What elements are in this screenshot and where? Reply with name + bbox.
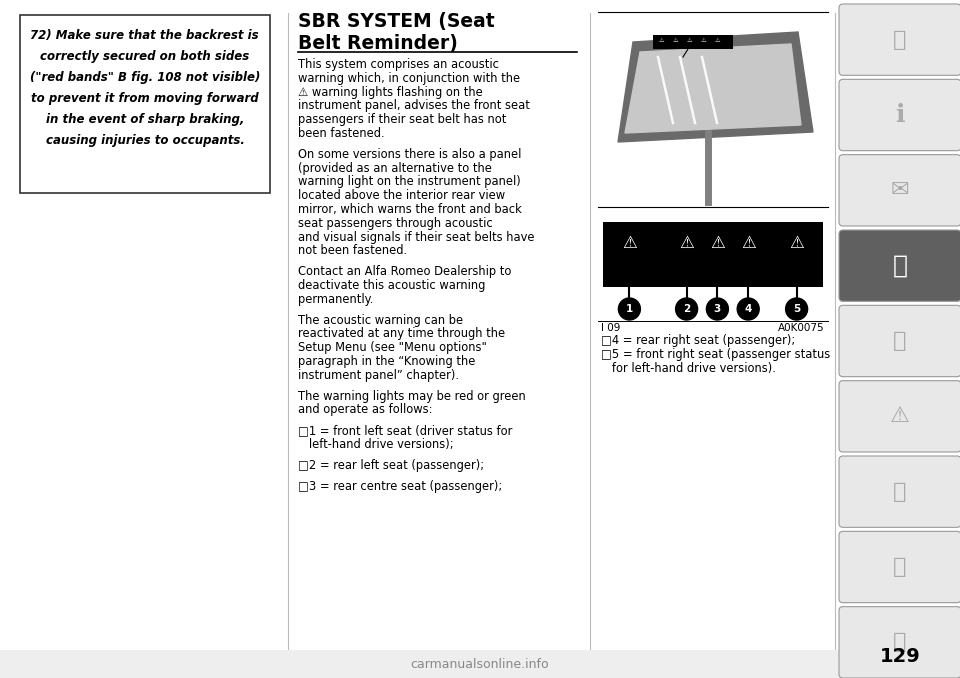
Text: ⚠: ⚠	[741, 234, 756, 252]
Text: 🔍: 🔍	[894, 30, 906, 49]
Text: instrument panel, advises the front seat: instrument panel, advises the front seat	[298, 100, 530, 113]
Circle shape	[618, 298, 640, 320]
Text: ⚠: ⚠	[710, 234, 725, 252]
Text: 🧍: 🧍	[893, 254, 907, 278]
Text: 4: 4	[745, 304, 752, 314]
Text: reactivated at any time through the: reactivated at any time through the	[298, 327, 505, 340]
FancyBboxPatch shape	[839, 230, 960, 301]
Text: ⚠: ⚠	[700, 38, 706, 43]
FancyBboxPatch shape	[839, 79, 960, 151]
Text: SBR SYSTEM (Seat: SBR SYSTEM (Seat	[298, 12, 494, 31]
Bar	[0, 650, 960, 678]
FancyBboxPatch shape	[839, 4, 960, 75]
Text: The acoustic warning can be: The acoustic warning can be	[298, 314, 463, 327]
Polygon shape	[618, 32, 813, 142]
Text: ⚠: ⚠	[714, 38, 720, 43]
Text: instrument panel” chapter).: instrument panel” chapter).	[298, 369, 459, 382]
Text: □2 = rear left seat (passenger);: □2 = rear left seat (passenger);	[298, 459, 484, 472]
Text: ⚠: ⚠	[659, 38, 663, 43]
Text: 3: 3	[714, 304, 721, 314]
Text: This system comprises an acoustic: This system comprises an acoustic	[298, 58, 499, 71]
Text: (provided as an alternative to the: (provided as an alternative to the	[298, 161, 492, 175]
Circle shape	[707, 298, 729, 320]
Text: left-hand drive versions);: left-hand drive versions);	[298, 438, 454, 451]
Text: Belt Reminder): Belt Reminder)	[298, 34, 458, 53]
Text: 129: 129	[879, 647, 921, 666]
Text: ⚠: ⚠	[686, 38, 692, 43]
Circle shape	[737, 298, 759, 320]
Text: Contact an Alfa Romeo Dealership to: Contact an Alfa Romeo Dealership to	[298, 265, 512, 278]
Text: 2: 2	[683, 304, 690, 314]
Text: located above the interior rear view: located above the interior rear view	[298, 189, 505, 202]
Text: 1: 1	[626, 304, 633, 314]
Text: correctly secured on both sides: correctly secured on both sides	[40, 50, 250, 63]
Text: □3 = rear centre seat (passenger);: □3 = rear centre seat (passenger);	[298, 479, 502, 493]
Text: ✉: ✉	[891, 180, 909, 200]
Text: 5: 5	[793, 304, 801, 314]
Text: l 09: l 09	[601, 323, 620, 333]
Text: ⚠: ⚠	[672, 38, 678, 43]
Circle shape	[676, 298, 698, 320]
Text: to prevent it from moving forward: to prevent it from moving forward	[31, 92, 259, 105]
Bar	[20, 15, 270, 193]
Text: and operate as follows:: and operate as follows:	[298, 403, 433, 416]
Text: seat passengers through acoustic: seat passengers through acoustic	[298, 217, 492, 230]
Text: carmanualsonline.info: carmanualsonline.info	[411, 658, 549, 671]
Text: 🔧: 🔧	[894, 331, 906, 351]
Text: passengers if their seat belt has not: passengers if their seat belt has not	[298, 113, 506, 126]
Text: The warning lights may be red or green: The warning lights may be red or green	[298, 390, 526, 403]
Bar	[653, 35, 733, 49]
Text: Setup Menu (see "Menu options": Setup Menu (see "Menu options"	[298, 341, 487, 354]
Text: □1 = front left seat (driver status for: □1 = front left seat (driver status for	[298, 424, 513, 437]
FancyBboxPatch shape	[839, 456, 960, 527]
Text: 🗺: 🗺	[894, 633, 906, 652]
Polygon shape	[625, 44, 801, 133]
Text: not been fastened.: not been fastened.	[298, 244, 407, 258]
Text: ⚠: ⚠	[789, 234, 804, 252]
Text: ⚠: ⚠	[890, 406, 910, 426]
FancyBboxPatch shape	[839, 607, 960, 678]
Text: warning which, in conjunction with the: warning which, in conjunction with the	[298, 72, 520, 85]
Text: been fastened.: been fastened.	[298, 127, 385, 140]
Text: and visual signals if their seat belts have: and visual signals if their seat belts h…	[298, 231, 535, 243]
Text: ("red bands" B fig. 108 not visible): ("red bands" B fig. 108 not visible)	[30, 71, 260, 84]
Text: deactivate this acoustic warning: deactivate this acoustic warning	[298, 279, 486, 292]
Circle shape	[785, 298, 807, 320]
Text: 📋: 📋	[894, 557, 906, 577]
FancyBboxPatch shape	[839, 380, 960, 452]
Text: 72) Make sure that the backrest is: 72) Make sure that the backrest is	[30, 29, 258, 42]
Text: 🔩: 🔩	[894, 481, 906, 502]
Text: □5 = front right seat (passenger status: □5 = front right seat (passenger status	[601, 348, 830, 361]
FancyBboxPatch shape	[839, 155, 960, 226]
Text: ⚠: ⚠	[622, 234, 636, 252]
Text: for left-hand drive versions).: for left-hand drive versions).	[601, 362, 776, 375]
Text: □4 = rear right seat (passenger);: □4 = rear right seat (passenger);	[601, 334, 795, 347]
Bar	[603, 222, 823, 287]
Text: paragraph in the “Knowing the: paragraph in the “Knowing the	[298, 355, 475, 368]
Text: in the event of sharp braking,: in the event of sharp braking,	[46, 113, 244, 126]
FancyBboxPatch shape	[839, 532, 960, 603]
Text: causing injuries to occupants.: causing injuries to occupants.	[45, 134, 245, 147]
Text: A0K0075: A0K0075	[779, 323, 825, 333]
Text: mirror, which warns the front and back: mirror, which warns the front and back	[298, 203, 521, 216]
Text: permanently.: permanently.	[298, 293, 373, 306]
Text: ℹ: ℹ	[896, 103, 904, 127]
Text: ⚠ warning lights flashing on the: ⚠ warning lights flashing on the	[298, 85, 483, 98]
Text: ⚠: ⚠	[679, 234, 694, 252]
Text: warning light on the instrument panel): warning light on the instrument panel)	[298, 176, 520, 188]
FancyBboxPatch shape	[839, 305, 960, 377]
Text: On some versions there is also a panel: On some versions there is also a panel	[298, 148, 521, 161]
